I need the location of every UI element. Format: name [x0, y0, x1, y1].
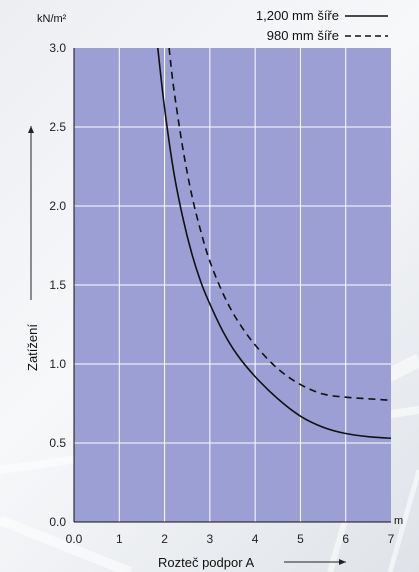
- y-tick-label: 2.5: [49, 120, 66, 134]
- y-unit-label: kN/m²: [37, 13, 67, 25]
- axis-ticks: 0.0 1 2 3 4 5 6 7 0.0 0.5 1.0 1.5 2.0 2.5 3.0: [49, 41, 394, 546]
- series-line-1200mm: [156, 48, 391, 440]
- legend-label-1200: 1,200 mm šíře: [256, 8, 339, 23]
- legend-label-980: 980 mm šíře: [267, 28, 339, 43]
- x-tick-label: 7: [388, 532, 395, 546]
- x-tick-label: 5: [297, 532, 304, 546]
- y-tick-label: 1.0: [49, 357, 66, 371]
- y-tick-label: 0.5: [49, 436, 66, 450]
- x-unit-label: m: [394, 515, 403, 527]
- x-tick-label: 4: [252, 532, 259, 546]
- x-axis-label: Rozteč podpor A: [158, 555, 254, 570]
- y-tick-label: 3.0: [49, 41, 66, 55]
- y-axis-label: Zatížení: [25, 324, 40, 371]
- x-axis-arrowhead: [339, 559, 346, 565]
- y-axis-arrowhead: [28, 126, 34, 133]
- deco-stroke: [387, 469, 419, 572]
- x-tick-label: 1: [116, 532, 123, 546]
- x-tick-label: 0.0: [66, 532, 83, 546]
- x-tick-label: 3: [207, 532, 214, 546]
- deco-stroke: [0, 515, 132, 572]
- y-tick-label: 2.0: [49, 199, 66, 213]
- x-tick-label: 6: [342, 532, 349, 546]
- series-line-980mm: [168, 48, 391, 402]
- plot-area: [73, 48, 391, 523]
- y-tick-label: 1.5: [49, 278, 66, 292]
- y-tick-label: 0.0: [49, 515, 66, 529]
- x-tick-label: 2: [161, 532, 168, 546]
